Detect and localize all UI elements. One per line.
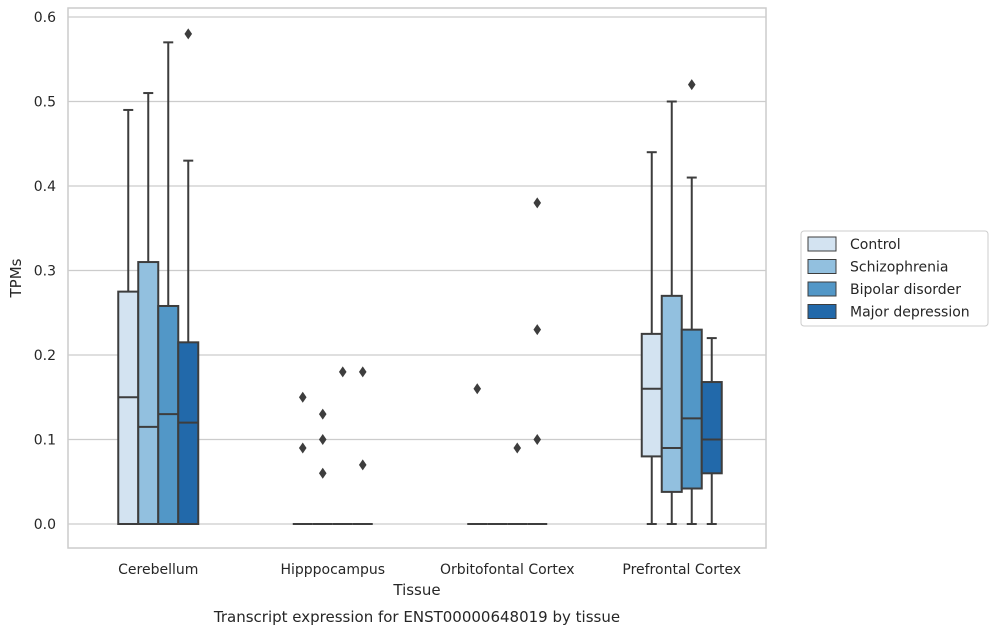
y-tick-label: 0.5 (34, 95, 56, 111)
outlier-point (533, 324, 542, 336)
legend-swatch (807, 259, 837, 274)
box (117, 108, 140, 525)
outlier-point (687, 79, 696, 91)
outlier-point (513, 442, 522, 454)
legend-label: Schizophrenia (850, 260, 948, 276)
box (177, 28, 200, 526)
outlier-point (358, 459, 367, 471)
y-axis-label: TPMs (7, 258, 25, 298)
box (332, 366, 353, 525)
legend-label: Major depression (850, 305, 970, 321)
y-tick-label: 0.2 (34, 348, 56, 364)
outlier-point (473, 383, 482, 395)
outlier-point (533, 197, 542, 209)
legend-swatch (807, 281, 837, 297)
box (467, 383, 488, 525)
box-body (680, 328, 703, 490)
y-tick-label: 0.0 (34, 517, 56, 533)
box (660, 100, 683, 525)
legend-label: Bipolar disorder (850, 282, 961, 298)
y-tick-labels: 0.0 0.1 0.2 0.3 0.4 0.5 0.6 (34, 10, 56, 533)
x-axis-label: Tissue (392, 581, 440, 599)
outlier-point (318, 434, 327, 445)
outlier-point (298, 442, 307, 454)
y-tick-label: 0.6 (34, 10, 56, 26)
x-tick-label: Hipppocampus (280, 562, 385, 578)
outlier-point (338, 366, 347, 378)
y-tick-label: 0.1 (34, 433, 56, 449)
x-tick-labels: Cerebellum Hipppocampus Orbitofontal Corte… (118, 562, 741, 578)
box (527, 197, 548, 525)
box-body (700, 381, 723, 475)
box (700, 337, 723, 525)
box-body (117, 290, 140, 525)
box-body (177, 341, 200, 526)
outlier-point (318, 408, 327, 420)
box (292, 391, 313, 525)
y-tick-label: 0.4 (34, 179, 56, 195)
box (312, 408, 333, 525)
outlier-point (358, 366, 367, 378)
box-body (137, 261, 160, 525)
outlier-point (298, 391, 307, 403)
box-series (117, 28, 723, 526)
box (137, 92, 160, 525)
x-tick-label: Prefrontal Cortex (622, 562, 741, 578)
outlier-point (533, 434, 542, 445)
legend-swatch (807, 304, 837, 319)
x-tick-label: Cerebellum (118, 562, 198, 578)
chart-caption: Transcript expression for ENST0000064801… (213, 608, 620, 626)
box-body (660, 294, 683, 493)
box (640, 151, 663, 525)
outlier-point (318, 467, 327, 479)
box-body (640, 332, 663, 458)
box (507, 442, 528, 525)
x-tick-label: Orbitofontal Cortex (440, 562, 575, 578)
legend: Control Schizophrenia Bipolar disorder Majo… (800, 230, 989, 327)
box (352, 366, 373, 525)
legend-label: Control (850, 237, 901, 253)
outlier-point (184, 28, 193, 40)
y-tick-label: 0.3 (34, 264, 56, 280)
legend-frame (800, 230, 989, 327)
plot-frame (67, 7, 767, 549)
legend-swatch (807, 236, 837, 252)
